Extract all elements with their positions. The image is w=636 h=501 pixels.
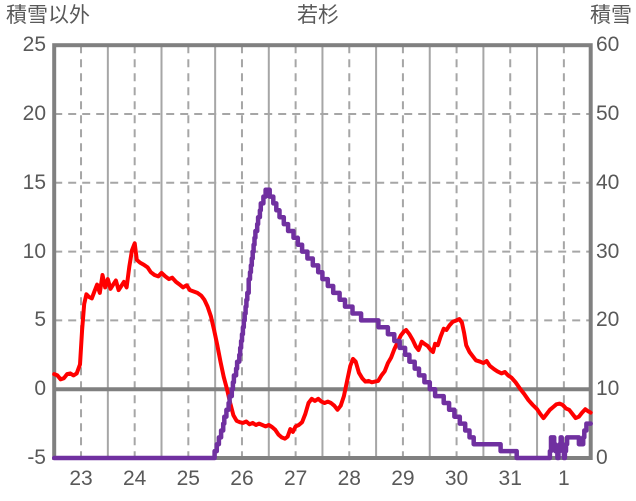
x-axis-tick-label: 24 (122, 467, 147, 490)
y-axis-tick-left: 15 (22, 170, 46, 194)
y-axis-tick-left: 25 (22, 33, 46, 57)
y-axis-tick-left: 0 (34, 377, 46, 401)
y-axis-tick-right: 60 (596, 33, 620, 57)
y-axis-tick-right: 20 (596, 308, 620, 332)
x-axis-tick-label: 27 (283, 467, 308, 490)
y-axis-tick-left: 10 (22, 239, 46, 263)
snow-depth-line (51, 187, 593, 461)
right-axis-title: 積雪 (590, 4, 632, 27)
x-axis-tick-label: 25 (176, 467, 200, 490)
y-axis-tick-right: 10 (596, 377, 620, 401)
chart-title: 若杉 (297, 4, 339, 27)
y-axis-tick-left: -5 (27, 446, 46, 469)
y-axis-tick-left: 20 (22, 102, 46, 125)
y-axis-tick-left: 5 (34, 308, 46, 332)
y-axis-tick-right: 30 (596, 239, 620, 263)
left-axis-title: 積雪以外 (6, 4, 90, 27)
x-axis-tick-label: 30 (444, 467, 469, 490)
x-axis-tick-label: 31 (498, 467, 522, 490)
x-axis-tick-label: 26 (230, 467, 254, 490)
y-axis-tick-right: 0 (596, 446, 608, 469)
plot-border (52, 43, 593, 460)
y-axis-tick-right: 40 (596, 170, 620, 194)
x-axis-tick-label: 23 (69, 467, 93, 490)
x-axis-tick-label: 1 (558, 467, 570, 490)
x-axis-tick-label: 29 (391, 467, 415, 490)
x-axis-tick-label: 28 (337, 467, 361, 490)
y-axis-tick-right: 50 (596, 102, 620, 125)
temperature-line (52, 241, 593, 441)
